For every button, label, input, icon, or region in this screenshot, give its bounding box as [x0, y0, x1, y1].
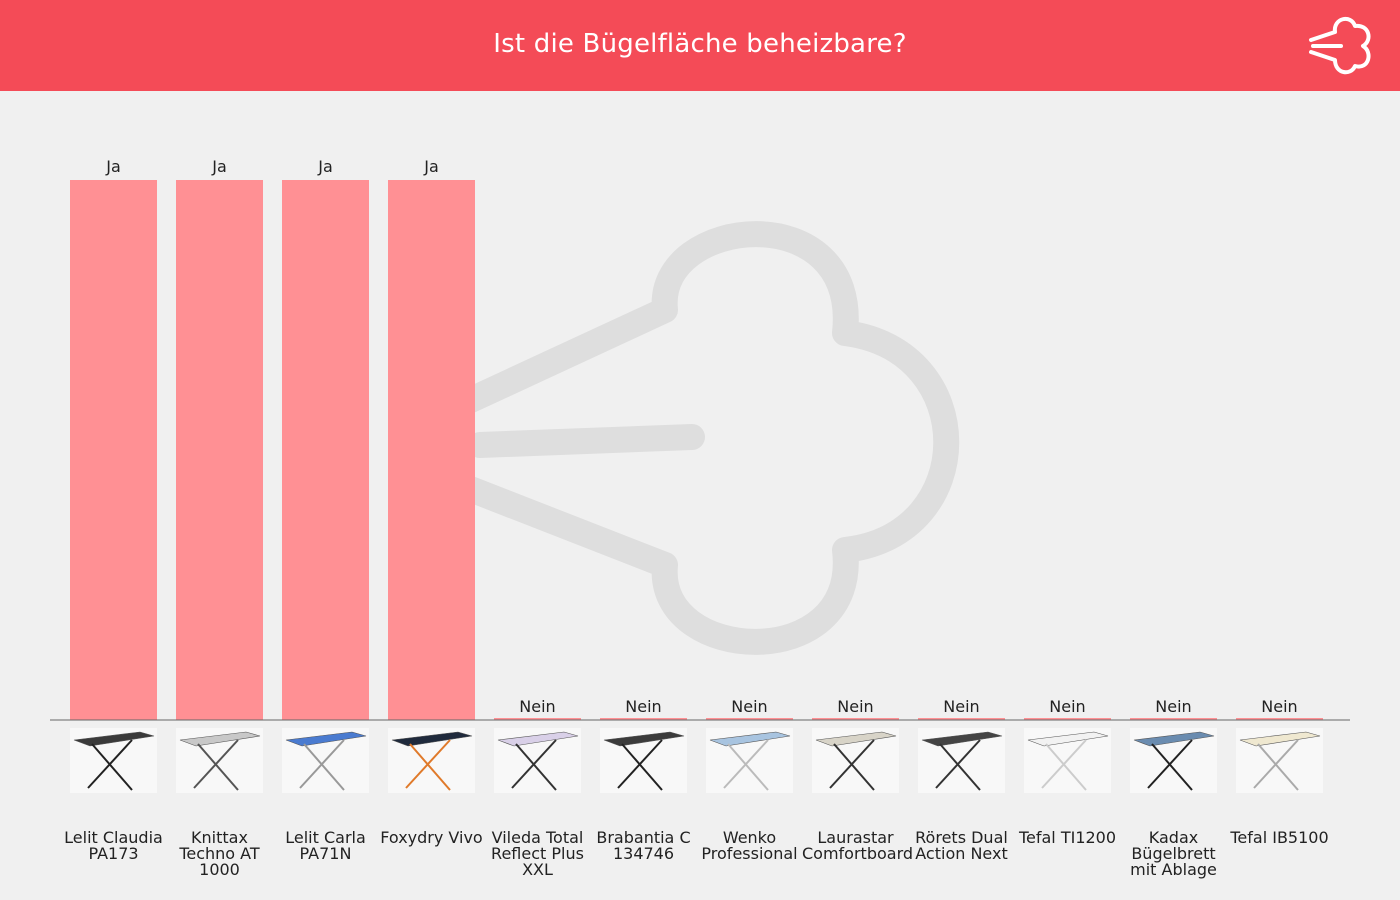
bar-zero-marker [1024, 718, 1111, 720]
category-label: Foxydry Vivo [380, 828, 483, 847]
data-label: Nein [625, 697, 661, 716]
ironing-board-thumbnail-icon [918, 728, 1005, 793]
category-label: Kadax Bügelbrett mit Ablage [1130, 828, 1217, 879]
data-label: Nein [1261, 697, 1297, 716]
ironing-board-thumbnail-icon [176, 728, 263, 793]
data-label: Nein [731, 697, 767, 716]
ironing-board-thumbnail-icon [1236, 728, 1323, 793]
data-label: Ja [423, 157, 439, 176]
ironing-board-thumbnail-icon [1024, 728, 1111, 793]
bar [388, 180, 475, 720]
data-label: Nein [519, 697, 555, 716]
category-label: Rörets Dual Action Next [915, 828, 1008, 863]
steam-cloud-watermark-icon [447, 221, 960, 655]
category-label: Wenko Professional [701, 828, 798, 863]
ironing-board-thumbnail-icon [494, 728, 581, 793]
bar-zero-marker [494, 718, 581, 720]
ironing-board-thumbnail-icon [1130, 728, 1217, 793]
ironing-board-thumbnail-icon [600, 728, 687, 793]
data-label: Ja [105, 157, 121, 176]
bar-zero-marker [812, 718, 899, 720]
steam-cloud-icon [1309, 16, 1371, 75]
data-label: Nein [1155, 697, 1191, 716]
data-label: Nein [837, 697, 873, 716]
bar-zero-marker [706, 718, 793, 720]
bar [282, 180, 369, 720]
ironing-board-thumbnail-icon [70, 728, 157, 793]
category-label: Tefal TI1200 [1018, 828, 1117, 847]
data-label: Nein [1049, 697, 1085, 716]
category-label: Tefal IB5100 [1230, 828, 1329, 847]
data-label: Ja [211, 157, 227, 176]
ironing-board-thumbnail-icon [706, 728, 793, 793]
data-label: Ja [317, 157, 333, 176]
bar [70, 180, 157, 720]
data-label: Nein [943, 697, 979, 716]
category-label: Vileda Total Reflect Plus XXL [491, 828, 584, 879]
chart-title: Ist die Bügelfläche beheizbare? [493, 29, 907, 59]
bar-zero-marker [918, 718, 1005, 720]
ironing-board-thumbnail-icon [388, 728, 475, 793]
bar [176, 180, 263, 720]
category-label: Lelit Carla PA71N [285, 828, 366, 863]
bar-zero-marker [600, 718, 687, 720]
category-label: Brabantia C 134746 [596, 828, 691, 863]
category-label: Laurastar Comfortboard [802, 828, 914, 863]
category-label: Lelit Claudia PA173 [64, 828, 163, 863]
ironing-board-thumbnail-icon [282, 728, 369, 793]
bar-zero-marker [1130, 718, 1217, 720]
bar-zero-marker [1236, 718, 1323, 720]
category-label: Knittax Techno AT 1000 [179, 828, 260, 879]
bar-chart: Ja Ja Ja Ja Nein Nein Nein Nein Nein Nein Nein Nein [50, 157, 1350, 793]
ironing-board-thumbnail-icon [812, 728, 899, 793]
header-bar: Ist die Bügelfläche beheizbare? [0, 0, 1400, 91]
